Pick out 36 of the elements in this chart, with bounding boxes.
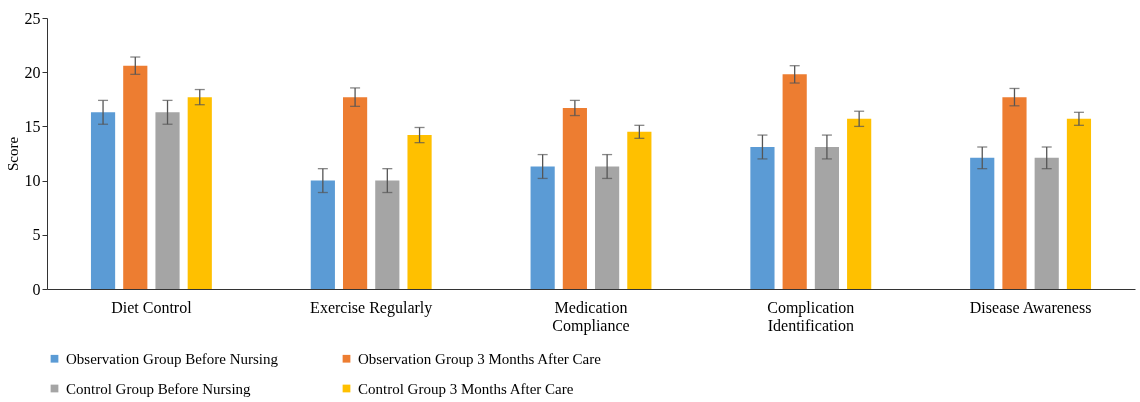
bar: [375, 180, 400, 289]
x-tick-label: Medication Compliance: [552, 298, 630, 335]
y-tick-label: 5: [32, 226, 41, 244]
bar: [1066, 118, 1092, 289]
y-tick-label: 0: [32, 280, 41, 298]
y-tick-label: 10: [24, 172, 41, 190]
bar: [562, 107, 587, 289]
bar: [407, 135, 432, 289]
legend-label: Control Group 3 Months After Care: [358, 380, 574, 397]
bar: [782, 74, 807, 289]
bar: [627, 131, 652, 289]
bar: [1002, 97, 1027, 289]
legend-label: Observation Group Before Nursing: [66, 350, 279, 367]
bar: [814, 147, 840, 289]
bar: [750, 147, 775, 289]
x-tick-label: Disease Awareness: [969, 298, 1092, 316]
bar: [595, 166, 620, 289]
bar: [123, 65, 148, 289]
y-tick-label: 25: [24, 9, 41, 27]
bar: [90, 112, 116, 289]
bar: [342, 97, 368, 289]
y-tick-label: 15: [24, 117, 41, 135]
bar: [530, 166, 555, 289]
bar: [1034, 157, 1059, 289]
x-tick-label: Diet Control: [111, 298, 193, 316]
bar: [847, 118, 872, 289]
bar: [970, 157, 995, 289]
legend-label: Control Group Before Nursing: [66, 380, 252, 397]
bar: [187, 97, 212, 289]
y-axis-title: Score: [4, 136, 21, 172]
legend-label: Observation Group 3 Months After Care: [358, 350, 602, 367]
bar: [310, 180, 335, 289]
bar: [155, 112, 180, 289]
x-tick-label: Exercise Regularly: [310, 298, 433, 317]
x-tick-label: Complication Identification: [767, 298, 855, 334]
y-tick-label: 20: [24, 63, 41, 81]
